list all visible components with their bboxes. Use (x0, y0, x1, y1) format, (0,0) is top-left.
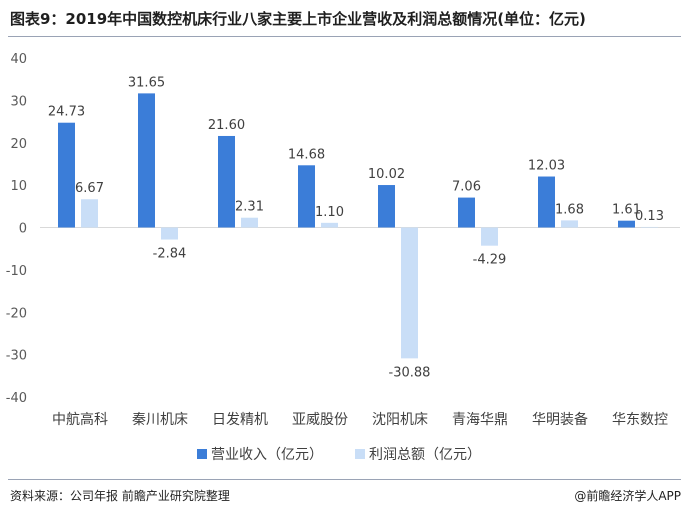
revenue-bar (138, 93, 155, 228)
revenue-data-label: 12.03 (528, 159, 565, 174)
brand-name: 前瞻经济学人APP (586, 489, 681, 503)
bars (58, 93, 658, 359)
legend-label-revenue: 营业收入（亿元） (211, 447, 323, 463)
profit-bar (561, 220, 578, 228)
profit-data-label: -30.88 (389, 365, 431, 380)
revenue-bar (618, 220, 635, 228)
profit-bar (161, 227, 178, 240)
legend-swatch-revenue (197, 449, 207, 459)
category-label: 华明装备 (532, 411, 588, 428)
chart-title: 图表9：2019年中国数控机床行业八家主要上市企业营收及利润总额情况(单位：亿元… (10, 10, 586, 28)
revenue-bar (58, 122, 75, 228)
revenue-data-label: 7.06 (452, 180, 481, 195)
category-label: 青海华鼎 (452, 412, 508, 428)
brand-credit: @前瞻经济学人APP (574, 487, 681, 504)
y-tick-label: -10 (6, 264, 27, 279)
y-tick-label: -30 (6, 349, 27, 364)
revenue-data-label: 21.60 (208, 118, 245, 133)
at-sign-icon: @ (574, 489, 587, 503)
category-label: 中航高科 (52, 411, 108, 428)
y-tick-label: -20 (6, 306, 27, 321)
profit-bar (241, 217, 258, 228)
revenue-bar (378, 185, 395, 228)
profit-bar (81, 199, 98, 228)
profit-bar (321, 222, 338, 228)
y-tick-label: 10 (10, 179, 27, 194)
revenue-data-label: 31.65 (128, 75, 165, 90)
category-label: 秦川机床 (132, 412, 188, 428)
profit-bar (641, 226, 658, 228)
profit-data-label: -4.29 (473, 253, 507, 268)
profit-bar (401, 227, 418, 359)
profit-data-label: 6.67 (75, 181, 104, 196)
revenue-bar (538, 176, 555, 228)
y-tick-label: 30 (10, 94, 27, 109)
category-label: 亚威股份 (292, 412, 348, 428)
title-divider (8, 36, 681, 37)
y-tick-label: 20 (10, 137, 27, 152)
data-labels: 24.73 6.67 31.65 -2.84 21.60 2.31 14.68 1.10 10.… (48, 75, 664, 380)
category-label: 沈阳机床 (372, 412, 428, 428)
profit-data-label: 1.68 (555, 202, 584, 217)
revenue-data-label: 1.61 (612, 203, 641, 218)
profit-bar (481, 227, 498, 246)
profit-data-label: 1.10 (315, 205, 344, 220)
y-tick-label: 40 (10, 52, 27, 67)
revenue-data-label: 14.68 (288, 147, 325, 162)
source-note: 资料来源：公司年报 前瞻产业研究院整理 (10, 489, 230, 503)
revenue-bar (298, 165, 315, 228)
revenue-data-label: 24.73 (48, 105, 85, 120)
legend: 营业收入（亿元） 利润总额（亿元） (197, 447, 481, 463)
profit-data-label: 2.31 (235, 200, 264, 215)
y-axis: 40 30 20 10 0 -10 -20 -30 -40 (6, 52, 27, 406)
profit-data-label: 0.13 (635, 209, 664, 224)
footer-divider (8, 479, 681, 480)
profit-data-label: -2.84 (153, 247, 187, 262)
revenue-data-label: 10.02 (368, 167, 405, 182)
category-label: 华东数控 (612, 412, 668, 428)
y-tick-label: -40 (6, 391, 27, 406)
x-axis: 中航高科 秦川机床 日发精机 亚威股份 沈阳机床 青海华鼎 华明装备 华东数控 (52, 411, 668, 428)
legend-label-profit: 利润总额（亿元） (369, 447, 481, 463)
revenue-bar (458, 197, 475, 228)
revenue-bar (218, 135, 235, 228)
legend-swatch-profit (355, 449, 365, 459)
y-tick-label: 0 (19, 222, 27, 237)
category-label: 日发精机 (212, 412, 268, 428)
